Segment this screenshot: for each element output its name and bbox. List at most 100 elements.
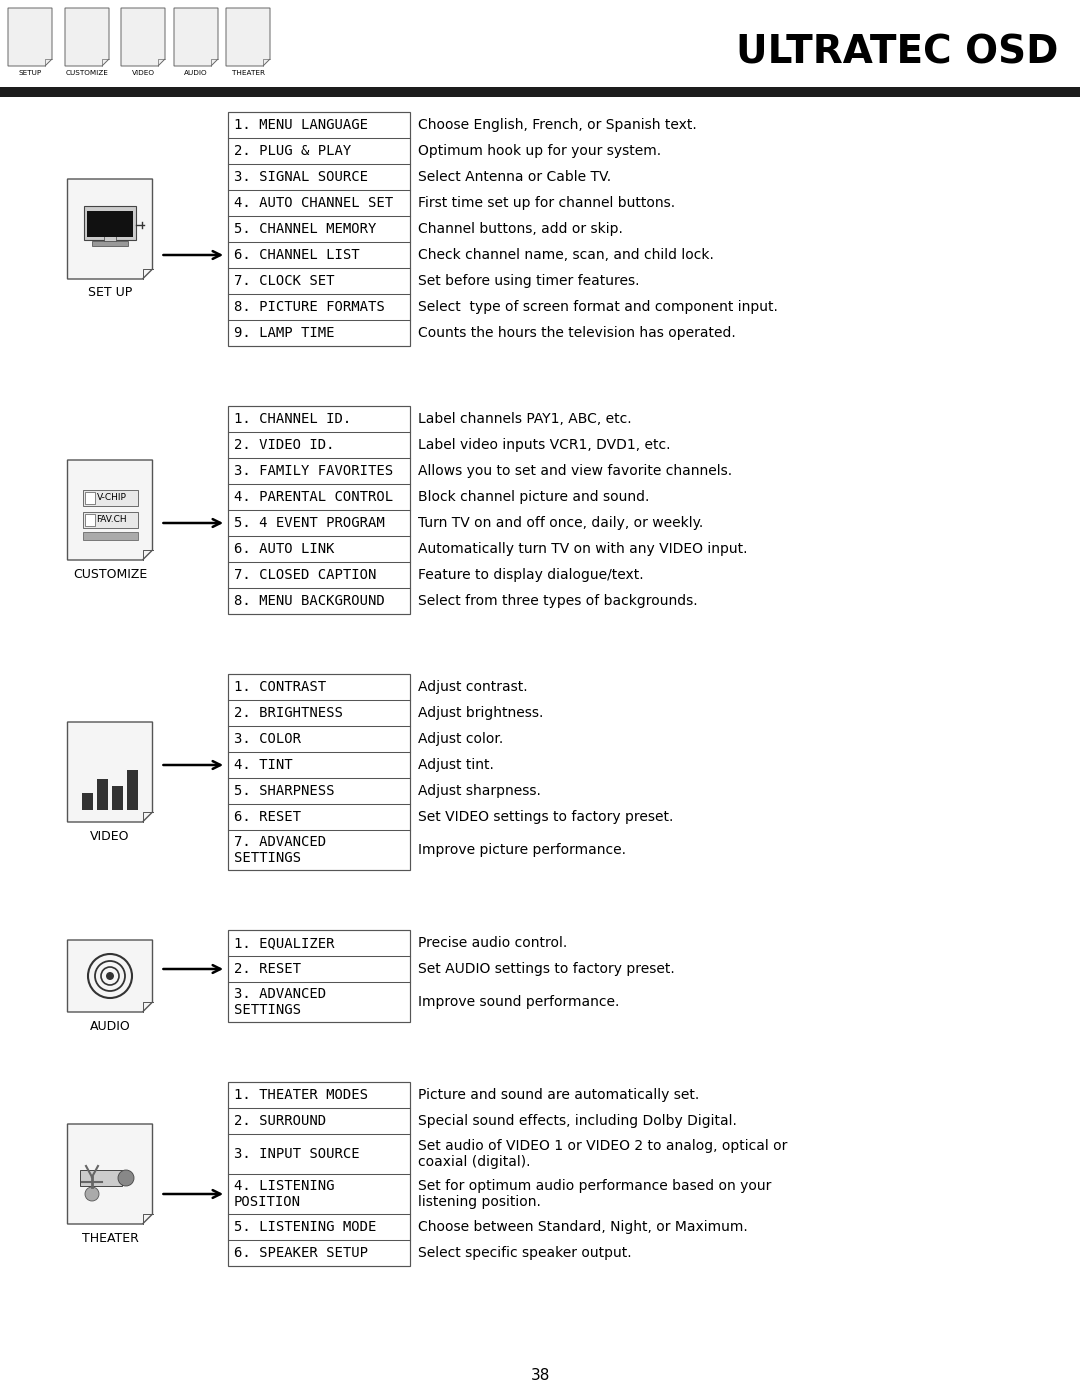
Text: Choose English, French, or Spanish text.: Choose English, French, or Spanish text.: [418, 117, 697, 131]
Text: 2. SURROUND: 2. SURROUND: [234, 1113, 326, 1127]
Text: First time set up for channel buttons.: First time set up for channel buttons.: [418, 196, 675, 210]
Text: 5. SHARPNESS: 5. SHARPNESS: [234, 784, 335, 798]
Text: VIDEO: VIDEO: [91, 830, 130, 842]
Text: Adjust tint.: Adjust tint.: [418, 759, 494, 773]
Text: 6. SPEAKER SETUP: 6. SPEAKER SETUP: [234, 1246, 368, 1260]
Bar: [228, 112, 410, 346]
Text: THEATER: THEATER: [231, 70, 265, 75]
Bar: [228, 930, 410, 1023]
Bar: [0, 87, 1080, 96]
Text: 7. CLOSED CAPTION: 7. CLOSED CAPTION: [234, 569, 376, 583]
Text: FAV.CH: FAV.CH: [96, 515, 127, 524]
Text: 1. MENU LANGUAGE: 1. MENU LANGUAGE: [234, 117, 368, 131]
Circle shape: [106, 972, 114, 981]
Polygon shape: [67, 940, 152, 1011]
Text: Adjust contrast.: Adjust contrast.: [418, 680, 528, 694]
Bar: [87, 211, 133, 237]
Bar: [97, 778, 108, 810]
Text: 6. RESET: 6. RESET: [234, 810, 301, 824]
Text: 6. AUTO LINK: 6. AUTO LINK: [234, 542, 335, 556]
Text: Set AUDIO settings to factory preset.: Set AUDIO settings to factory preset.: [418, 963, 675, 977]
Text: Label channels PAY1, ABC, etc.: Label channels PAY1, ABC, etc.: [418, 412, 632, 426]
Polygon shape: [67, 1125, 152, 1224]
Polygon shape: [65, 8, 109, 66]
Text: Adjust brightness.: Adjust brightness.: [418, 705, 543, 719]
Bar: [82, 511, 137, 528]
Text: Choose between Standard, Night, or Maximum.: Choose between Standard, Night, or Maxim…: [418, 1220, 747, 1234]
Bar: [104, 235, 116, 242]
Text: Check channel name, scan, and child lock.: Check channel name, scan, and child lock…: [418, 249, 714, 263]
Text: Precise audio control.: Precise audio control.: [418, 936, 567, 950]
Text: Feature to display dialogue/text.: Feature to display dialogue/text.: [418, 569, 644, 583]
Text: THEATER: THEATER: [82, 1232, 138, 1245]
Text: 5. 4 EVENT PROGRAM: 5. 4 EVENT PROGRAM: [234, 515, 384, 529]
Polygon shape: [67, 722, 152, 821]
Bar: [112, 785, 123, 810]
Bar: [92, 242, 129, 246]
Text: Improve sound performance.: Improve sound performance.: [418, 995, 619, 1009]
Text: Automatically turn TV on with any VIDEO input.: Automatically turn TV on with any VIDEO …: [418, 542, 747, 556]
Bar: [82, 490, 137, 506]
Text: 4. PARENTAL CONTROL: 4. PARENTAL CONTROL: [234, 490, 393, 504]
Polygon shape: [121, 8, 165, 66]
Polygon shape: [67, 460, 152, 560]
Text: 4. AUTO CHANNEL SET: 4. AUTO CHANNEL SET: [234, 196, 393, 210]
Text: Adjust color.: Adjust color.: [418, 732, 503, 746]
Text: 3. COLOR: 3. COLOR: [234, 732, 301, 746]
Bar: [228, 407, 410, 615]
Text: Block channel picture and sound.: Block channel picture and sound.: [418, 490, 649, 504]
Text: 2. PLUG & PLAY: 2. PLUG & PLAY: [234, 144, 351, 158]
Text: 3. FAMILY FAVORITES: 3. FAMILY FAVORITES: [234, 464, 393, 478]
Text: Select from three types of backgrounds.: Select from three types of backgrounds.: [418, 594, 698, 608]
Text: 1. EQUALIZER: 1. EQUALIZER: [234, 936, 335, 950]
Text: 2. VIDEO ID.: 2. VIDEO ID.: [234, 439, 335, 453]
Text: Optimum hook up for your system.: Optimum hook up for your system.: [418, 144, 661, 158]
Polygon shape: [8, 8, 52, 66]
Text: 5. LISTENING MODE: 5. LISTENING MODE: [234, 1220, 376, 1234]
Text: 9. LAMP TIME: 9. LAMP TIME: [234, 326, 335, 339]
Bar: [84, 514, 95, 527]
Text: V-CHIP: V-CHIP: [96, 493, 126, 503]
Text: Label video inputs VCR1, DVD1, etc.: Label video inputs VCR1, DVD1, etc.: [418, 439, 671, 453]
Bar: [228, 1083, 410, 1266]
Bar: [0, 0, 1080, 95]
Text: CUSTOMIZE: CUSTOMIZE: [72, 567, 147, 581]
Text: VIDEO: VIDEO: [132, 70, 154, 75]
Text: Allows you to set and view favorite channels.: Allows you to set and view favorite chan…: [418, 464, 732, 478]
Text: ULTRATEC OSD: ULTRATEC OSD: [735, 34, 1058, 71]
Text: 1. CONTRAST: 1. CONTRAST: [234, 680, 326, 694]
Text: Improve picture performance.: Improve picture performance.: [418, 842, 626, 856]
Polygon shape: [226, 8, 270, 66]
Bar: [82, 793, 93, 810]
Bar: [84, 492, 95, 504]
Circle shape: [118, 1171, 134, 1186]
Text: 1. CHANNEL ID.: 1. CHANNEL ID.: [234, 412, 351, 426]
Text: Set audio of VIDEO 1 or VIDEO 2 to analog, optical or
coaxial (digital).: Set audio of VIDEO 1 or VIDEO 2 to analo…: [418, 1139, 787, 1169]
Text: 3. SIGNAL SOURCE: 3. SIGNAL SOURCE: [234, 170, 368, 184]
Text: Turn TV on and off once, daily, or weekly.: Turn TV on and off once, daily, or weekl…: [418, 515, 703, 529]
Text: 8. MENU BACKGROUND: 8. MENU BACKGROUND: [234, 594, 384, 608]
Text: Select Antenna or Cable TV.: Select Antenna or Cable TV.: [418, 170, 611, 184]
Bar: [127, 770, 138, 810]
Text: 3. INPUT SOURCE: 3. INPUT SOURCE: [234, 1147, 360, 1161]
Polygon shape: [174, 8, 218, 66]
Text: Picture and sound are automatically set.: Picture and sound are automatically set.: [418, 1088, 699, 1102]
Bar: [80, 1171, 122, 1186]
Text: AUDIO: AUDIO: [90, 1020, 131, 1032]
Text: 8. PICTURE FORMATS: 8. PICTURE FORMATS: [234, 300, 384, 314]
Text: Channel buttons, add or skip.: Channel buttons, add or skip.: [418, 222, 623, 236]
Text: Set VIDEO settings to factory preset.: Set VIDEO settings to factory preset.: [418, 810, 673, 824]
Text: Counts the hours the television has operated.: Counts the hours the television has oper…: [418, 326, 735, 339]
Text: Adjust sharpness.: Adjust sharpness.: [418, 784, 541, 798]
Text: 38: 38: [530, 1368, 550, 1383]
Text: Special sound effects, including Dolby Digital.: Special sound effects, including Dolby D…: [418, 1113, 737, 1127]
Text: 5. CHANNEL MEMORY: 5. CHANNEL MEMORY: [234, 222, 376, 236]
Text: Select  type of screen format and component input.: Select type of screen format and compone…: [418, 300, 778, 314]
Text: 3. ADVANCED
SETTINGS: 3. ADVANCED SETTINGS: [234, 986, 326, 1017]
Text: Set for optimum audio performance based on your
listening position.: Set for optimum audio performance based …: [418, 1179, 771, 1210]
Text: 4. LISTENING
POSITION: 4. LISTENING POSITION: [234, 1179, 335, 1210]
Text: AUDIO: AUDIO: [185, 70, 207, 75]
Text: 4. TINT: 4. TINT: [234, 759, 293, 773]
Text: 6. CHANNEL LIST: 6. CHANNEL LIST: [234, 249, 360, 263]
Text: 2. BRIGHTNESS: 2. BRIGHTNESS: [234, 705, 342, 719]
